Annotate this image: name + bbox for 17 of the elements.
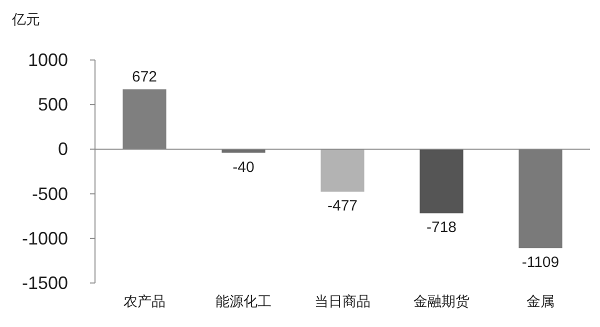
y-axis-title: 亿元: [11, 11, 40, 27]
data-label: -1109: [522, 254, 560, 272]
data-label: 672: [132, 68, 158, 86]
y-tick-label: 500: [38, 94, 68, 115]
y-tick-label: -500: [32, 184, 68, 204]
x-tick-label: 金融期货: [414, 293, 470, 309]
y-tick-label: -1000: [22, 228, 68, 248]
x-tick-label: 农产品: [124, 293, 166, 309]
x-tick-label: 金属: [526, 293, 554, 309]
y-tick-label: 1000: [28, 50, 68, 70]
data-label: -718: [426, 219, 457, 236]
y-tick-label: 0: [58, 139, 68, 160]
data-label: -40: [232, 158, 254, 176]
x-tick-label: 当日商品: [314, 293, 370, 309]
x-tick-label: 能源化工: [216, 293, 272, 309]
data-label: -477: [327, 198, 358, 215]
y-tick-label: -1500: [22, 273, 68, 293]
